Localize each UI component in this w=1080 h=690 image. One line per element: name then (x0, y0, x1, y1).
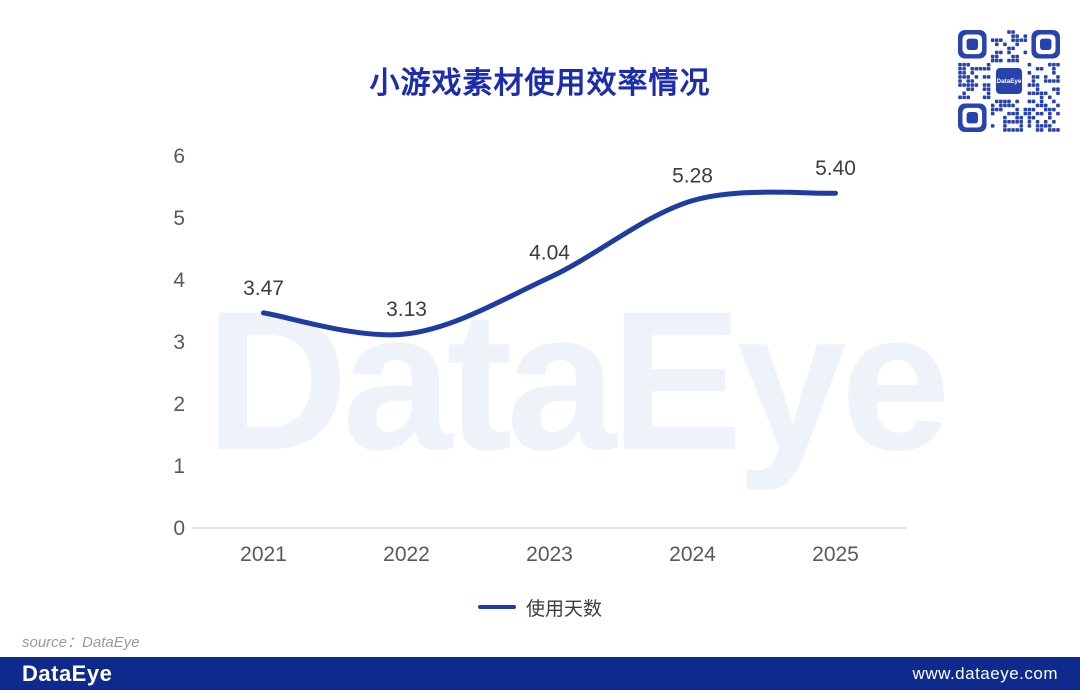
website-url: www.dataeye.com (912, 663, 1058, 683)
data-label: 3.13 (386, 298, 427, 321)
qr-code: DataEye (958, 30, 1060, 132)
source-note: source：DataEye (22, 634, 140, 651)
series-line (261, 189, 838, 338)
data-label: 5.40 (815, 157, 856, 180)
data-label: 3.47 (243, 277, 284, 300)
y-axis-tick: 3 (173, 331, 185, 354)
dataeye-logo: DataEye (22, 660, 113, 686)
legend-line-swatch (477, 605, 516, 609)
chart-legend: 使用天数 (0, 594, 1080, 620)
x-axis-label: 2023 (526, 543, 573, 566)
x-axis-label: 2024 (669, 543, 716, 566)
x-axis-label: 2021 (240, 543, 287, 566)
chart-title: 小游戏素材使用效率情况 (369, 67, 711, 100)
y-axis-tick: 1 (173, 455, 185, 478)
x-axis-label: 2022 (383, 543, 430, 566)
legend-series-label: 使用天数 (525, 598, 602, 620)
qr-center-logo: DataEye (997, 78, 1022, 85)
data-label: 4.04 (529, 242, 570, 265)
footer-bar: DataEye www.dataeye.com (0, 657, 1080, 690)
y-axis-tick: 4 (173, 269, 185, 292)
y-axis-tick: 5 (173, 207, 185, 230)
x-axis-label: 2025 (812, 543, 859, 566)
y-axis-tick: 0 (173, 517, 185, 540)
data-label: 5.28 (672, 165, 713, 188)
y-axis-tick: 6 (173, 145, 185, 168)
qr-code-pattern: DataEye (958, 30, 1060, 132)
y-axis-tick: 2 (173, 393, 185, 416)
